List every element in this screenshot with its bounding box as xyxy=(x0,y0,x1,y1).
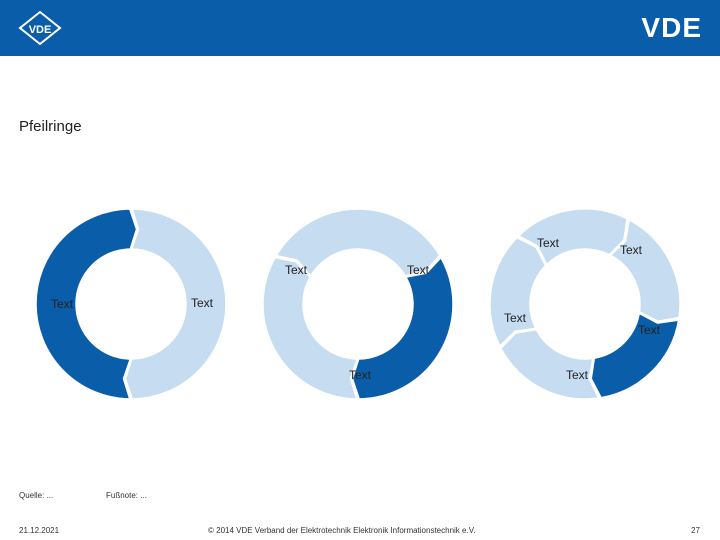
ring2-label-left: Text xyxy=(284,263,308,277)
ring-2-segments xyxy=(35,208,227,400)
ring2-label-right: Text xyxy=(406,263,430,277)
ring3-label-right: Text xyxy=(637,323,661,337)
ring3-label-top-right: Text xyxy=(619,243,643,257)
ring3-label-left: Text xyxy=(503,311,527,325)
vde-logo: VDE xyxy=(641,12,702,43)
ring2-label-bottom: Text xyxy=(348,368,372,382)
ring1-label-right: Text xyxy=(190,296,214,310)
ring2-segment-3 xyxy=(262,256,359,400)
ring3-label-bottom: Text xyxy=(565,368,589,382)
ring3-segment-1 xyxy=(517,208,628,266)
ring1-segment-2 xyxy=(35,208,138,400)
ring3-segment-4 xyxy=(500,328,600,400)
ring1-segment-1 xyxy=(124,208,227,400)
footer-copyright: © 2014 VDE Verband der Elektrotechnik El… xyxy=(208,526,476,535)
header-bar: VDE VDE xyxy=(0,0,720,56)
emblem-text: VDE xyxy=(29,24,52,36)
ring1-label-left: Text xyxy=(50,297,74,311)
ring-3-segments xyxy=(262,208,454,400)
vde-emblem-icon: VDE xyxy=(18,10,62,46)
ring2-segment-1 xyxy=(275,208,441,278)
source-note: Quelle: ... xyxy=(19,491,54,500)
ring3-label-top: Text xyxy=(536,236,560,250)
ring3-segment-2 xyxy=(609,218,681,322)
footnote: Fußnote: ... xyxy=(106,491,147,500)
ring3-segment-5 xyxy=(489,236,547,348)
ring2-segment-2 xyxy=(351,256,454,400)
ring-5-segments xyxy=(489,208,681,400)
ring3-segment-3 xyxy=(590,312,680,399)
page-number: 27 xyxy=(691,526,700,535)
footer-date: 21.12.2021 xyxy=(19,526,60,535)
page-title: Pfeilringe xyxy=(19,118,82,135)
